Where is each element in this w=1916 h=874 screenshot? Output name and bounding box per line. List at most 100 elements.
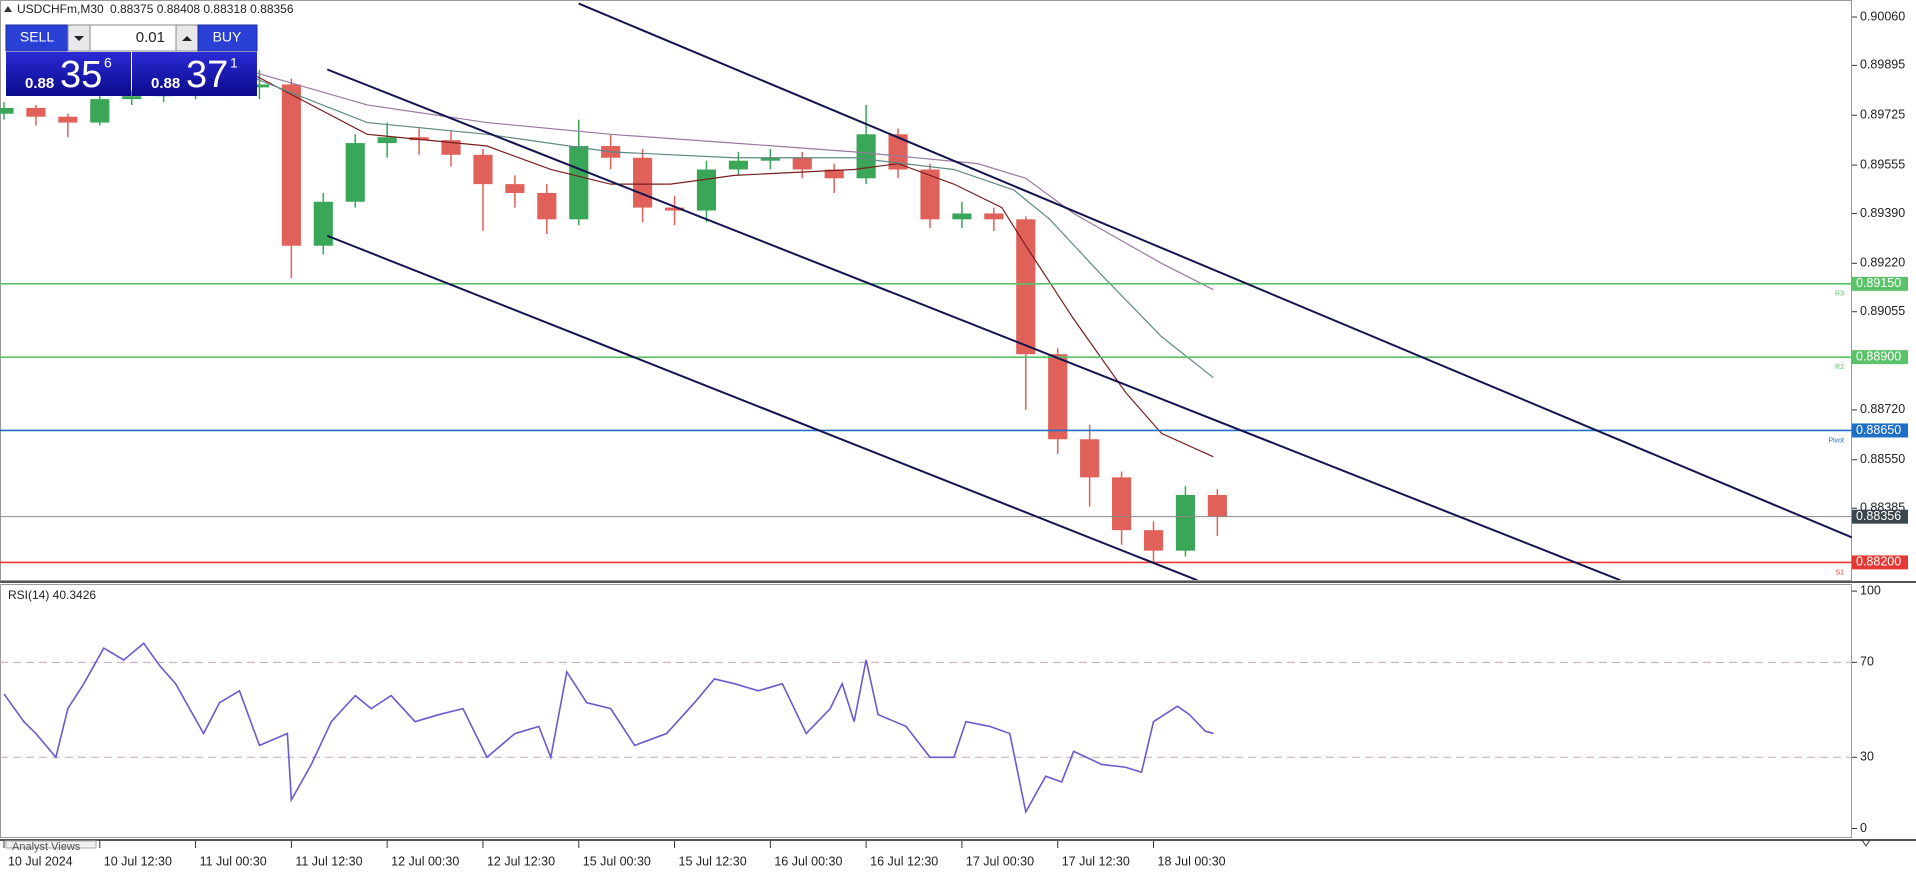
x-tick-label: 17 Jul 00:30 bbox=[966, 854, 1034, 868]
candle-body bbox=[537, 192, 557, 220]
candle-body bbox=[0, 107, 14, 114]
candle-body bbox=[345, 143, 365, 202]
sell-price-pips: 35 bbox=[60, 54, 102, 96]
tab-label: Analyst Views bbox=[12, 841, 81, 853]
buy-label: BUY bbox=[213, 29, 242, 45]
y-tick-label: 70 bbox=[1860, 655, 1874, 669]
candle-body bbox=[920, 169, 940, 220]
candle-body bbox=[90, 99, 110, 123]
sell-price-fraction: 6 bbox=[104, 55, 112, 71]
y-tick-label: 0 bbox=[1860, 821, 1867, 835]
candle-body bbox=[792, 157, 812, 170]
y-tick-label: 0.89725 bbox=[1860, 108, 1905, 122]
candle-body bbox=[473, 154, 493, 185]
level-tag-label: 0.88200 bbox=[1856, 555, 1901, 569]
x-tick-label: 16 Jul 12:30 bbox=[870, 854, 938, 868]
candle-body bbox=[696, 169, 717, 211]
trendline bbox=[326, 234, 1198, 580]
candle-body bbox=[249, 84, 270, 88]
candle-body bbox=[1080, 439, 1100, 478]
trendline bbox=[326, 68, 1621, 580]
buy-price-fraction: 1 bbox=[230, 55, 238, 71]
y-tick-label: 0.89055 bbox=[1860, 304, 1905, 318]
trade-panel: SELL 0.01 BUY 0.88 35 6 0.88 37 1 bbox=[5, 24, 258, 96]
level-name: S1 bbox=[1835, 569, 1844, 576]
moving-average bbox=[255, 75, 1214, 458]
y-tick-label: 30 bbox=[1860, 750, 1874, 764]
candle-body bbox=[377, 137, 397, 144]
candle-body bbox=[569, 146, 589, 220]
up-arrow bbox=[182, 36, 192, 41]
candle-body bbox=[313, 201, 333, 246]
candle-body bbox=[1048, 354, 1068, 440]
x-tick-label: 11 Jul 00:30 bbox=[200, 854, 267, 868]
candle-body bbox=[728, 160, 748, 170]
sell-price-big: 0.88 bbox=[25, 75, 54, 92]
down-arrow bbox=[74, 36, 84, 41]
symbol: USDCHFm,M30 bbox=[17, 2, 104, 16]
x-tick-label: 18 Jul 00:30 bbox=[1158, 854, 1226, 868]
candle-body bbox=[1175, 494, 1196, 551]
rsi-plot bbox=[0, 642, 1852, 815]
level-tag bbox=[1852, 555, 1908, 570]
candle-body bbox=[58, 116, 78, 123]
collapse-icon[interactable] bbox=[4, 6, 12, 12]
candle-body bbox=[1016, 219, 1036, 355]
ohlc: 0.88375 0.88408 0.88318 0.88356 bbox=[110, 2, 294, 16]
main-frame bbox=[0, 0, 1852, 581]
x-tick-label: 11 Jul 12:30 bbox=[295, 854, 362, 868]
y-tick-label: 100 bbox=[1860, 583, 1881, 597]
buy-price-pips: 37 bbox=[186, 54, 228, 96]
y-tick-label: 0.89895 bbox=[1860, 58, 1905, 72]
lot-value: 0.01 bbox=[136, 29, 165, 46]
level-name: R3 bbox=[1835, 291, 1844, 298]
level-tag-label: 0.88650 bbox=[1856, 423, 1901, 437]
y-tick-label: 0.89390 bbox=[1860, 206, 1905, 220]
bid-tag bbox=[1852, 509, 1908, 524]
candle-body bbox=[888, 134, 908, 170]
candle-body bbox=[633, 157, 653, 208]
candle-body bbox=[505, 184, 525, 193]
x-tick-label: 10 Jul 12:30 bbox=[104, 854, 172, 868]
rsi-line bbox=[3, 642, 1214, 815]
x-tick-label: 10 Jul 2024 bbox=[8, 854, 73, 868]
y-tick-label: 0.88550 bbox=[1860, 452, 1905, 466]
x-tick-label: 17 Jul 12:30 bbox=[1062, 854, 1130, 868]
sell-price-box[interactable] bbox=[6, 52, 131, 96]
bid-tag-label: 0.88356 bbox=[1856, 509, 1901, 523]
candle-body bbox=[952, 213, 972, 220]
x-tick-label: 16 Jul 00:30 bbox=[774, 854, 842, 868]
rsi-frame bbox=[0, 584, 1852, 838]
candle-body bbox=[409, 137, 429, 141]
buy-button[interactable] bbox=[197, 24, 258, 52]
x-tick-label: 15 Jul 12:30 bbox=[679, 854, 747, 868]
candle-body bbox=[824, 169, 844, 179]
candle-body bbox=[760, 157, 780, 161]
level-name: Pivot bbox=[1828, 437, 1844, 444]
sell-label: SELL bbox=[20, 29, 54, 45]
panel-menu-icon[interactable] bbox=[1861, 839, 1871, 847]
level-tag bbox=[1852, 276, 1908, 291]
level-tag-label: 0.89150 bbox=[1856, 276, 1901, 290]
x-tick-label: 12 Jul 00:30 bbox=[391, 854, 459, 868]
candle-body bbox=[856, 134, 876, 179]
tab[interactable] bbox=[5, 840, 97, 849]
x-tick-label: 12 Jul 12:30 bbox=[487, 854, 555, 868]
level-tag bbox=[1852, 423, 1908, 438]
level-name: R2 bbox=[1835, 364, 1844, 371]
candle-body bbox=[26, 107, 46, 117]
candle-body bbox=[1207, 494, 1227, 517]
y-tick-label: 0.90060 bbox=[1860, 9, 1905, 23]
trendline bbox=[578, 2, 1852, 539]
candle-body bbox=[441, 140, 461, 155]
candle-body bbox=[984, 213, 1004, 220]
buy-price-box[interactable] bbox=[132, 52, 257, 96]
candle-body bbox=[664, 207, 685, 211]
price-plot: R3 R2 Pivot S1 bbox=[0, 2, 1852, 580]
candle-body bbox=[281, 84, 301, 246]
rsi-title: RSI(14) 40.3426 bbox=[8, 588, 96, 602]
y-tick-label: 0.88720 bbox=[1860, 402, 1905, 416]
buy-price-big: 0.88 bbox=[151, 75, 180, 92]
